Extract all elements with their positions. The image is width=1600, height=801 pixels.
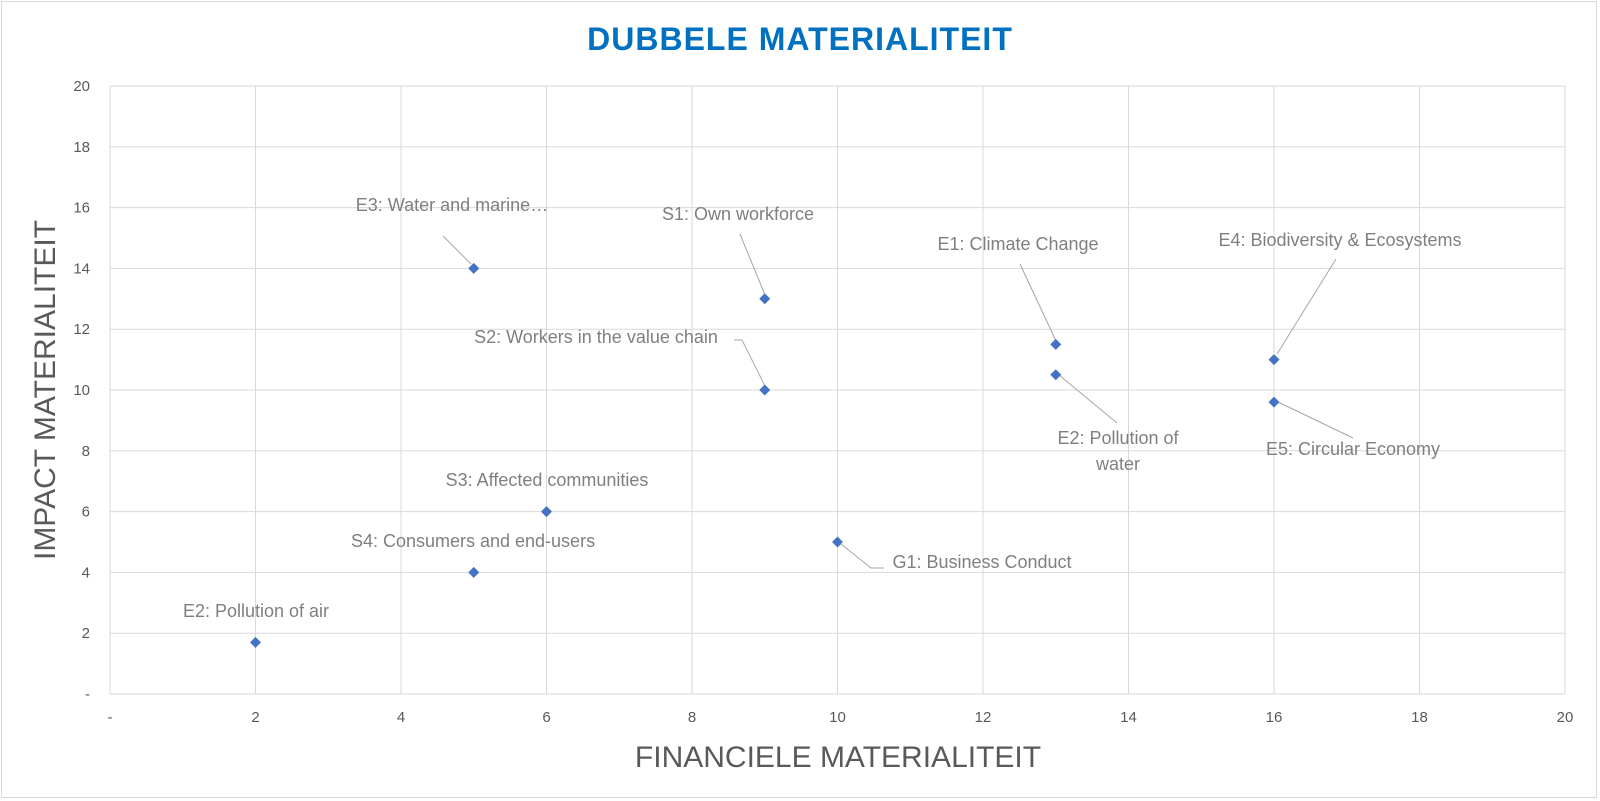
y-tick-label: 8 [82,443,90,460]
x-tick-label: 16 [1266,709,1283,726]
y-tick-label: 10 [73,382,90,399]
x-tick-label: 6 [542,709,550,726]
point-label: E2: Pollution of water [1057,428,1179,474]
leader-line [1277,401,1354,439]
data-labels: E3: Water and marine… S1: Own workforce E1… [183,195,1462,621]
x-tick-label: 2 [251,709,259,726]
point-label: E2: Pollution of air [183,601,329,621]
y-tick-label: 14 [73,260,90,277]
point-label: E4: Biodiversity & Ecosystems [1218,230,1461,250]
y-tick-label: 20 [73,78,90,95]
point-label: E3: Water and marine… [356,195,548,215]
leader-line [1058,374,1118,424]
scatter-point [468,566,480,578]
x-axis-title: FINANCIELE MATERIALITEIT [635,741,1041,774]
leader-line [442,235,472,265]
point-label: S4: Consumers and end-users [351,531,595,551]
grid [109,85,1566,695]
leader-line [734,339,766,387]
y-tick-label: 12 [73,321,90,338]
leader-line [1019,263,1057,342]
scatter-point [541,506,552,518]
leader-lines [442,233,1354,569]
scatter-point [1268,354,1280,366]
point-label: G1: Business Conduct [892,552,1071,572]
leader-line [739,233,766,296]
scatter-point [1050,338,1062,350]
leader-line [840,543,884,569]
scatter-point [468,262,480,274]
y-tick-label: - [85,686,90,703]
x-tick-label: 8 [688,709,696,726]
y-tick-label: 18 [73,139,90,156]
y-axis-title: IMPACT MATERIALITEIT [29,220,62,560]
y-tick-label: 16 [73,200,90,217]
y-tick-label: 4 [82,564,90,581]
point-label: S1: Own workforce [662,204,814,224]
x-tick-label: 20 [1557,709,1574,726]
tick-labels: - 2 4 6 8 10 12 14 16 18 20 - 2 4 6 8 10 12 14 16 18 20 [73,78,1573,726]
point-label: S2: Workers in the value chain [474,327,718,347]
point-label: S3: Affected communities [446,470,649,490]
x-tick-label: - [108,709,113,726]
y-tick-label: 2 [82,625,90,642]
data-points [250,262,1280,648]
x-tick-label: 18 [1411,709,1428,726]
x-tick-label: 10 [829,709,846,726]
point-label: E5: Circular Economy [1266,439,1440,459]
leader-line [1276,258,1337,355]
scatter-point [759,384,771,396]
scatter-point [1050,369,1062,381]
x-tick-label: 14 [1120,709,1137,726]
chart-title: DUBBELE MATERIALITEIT [587,21,1013,57]
scatter-point [832,536,843,548]
scatter-point [250,636,261,648]
scatter-point [759,293,771,305]
x-tick-label: 4 [397,709,405,726]
y-tick-label: 6 [82,504,90,521]
point-label: E1: Climate Change [937,234,1098,254]
x-tick-label: 12 [975,709,992,726]
scatter-point [1268,396,1280,408]
